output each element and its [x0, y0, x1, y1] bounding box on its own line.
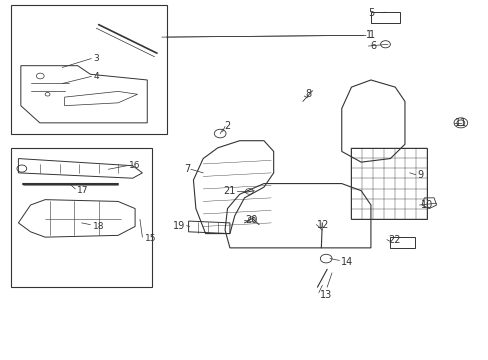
Text: 6: 6: [369, 41, 375, 51]
Text: 8: 8: [305, 89, 311, 99]
Text: 18: 18: [93, 222, 104, 231]
Bar: [389, 237, 414, 248]
Text: 21: 21: [223, 186, 235, 197]
Text: 20: 20: [245, 215, 257, 225]
Text: 1: 1: [368, 30, 374, 40]
Text: 3: 3: [93, 54, 99, 63]
Text: 5: 5: [368, 8, 374, 18]
Text: 2: 2: [224, 121, 230, 131]
Text: 7: 7: [183, 164, 190, 174]
FancyBboxPatch shape: [11, 5, 166, 134]
Text: 4: 4: [93, 72, 99, 81]
Text: 17: 17: [77, 186, 88, 195]
Text: 13: 13: [319, 290, 331, 300]
Text: 15: 15: [144, 234, 156, 243]
Text: 9: 9: [416, 170, 423, 180]
Text: 12: 12: [317, 220, 329, 230]
FancyBboxPatch shape: [11, 148, 152, 287]
Text: 19: 19: [173, 221, 185, 231]
Bar: [351, 148, 426, 219]
Text: 14: 14: [340, 257, 352, 267]
Text: 16: 16: [129, 161, 141, 170]
Text: 1: 1: [366, 30, 371, 40]
Text: 11: 11: [454, 118, 466, 128]
Text: 22: 22: [387, 235, 400, 245]
Text: 10: 10: [420, 200, 432, 210]
